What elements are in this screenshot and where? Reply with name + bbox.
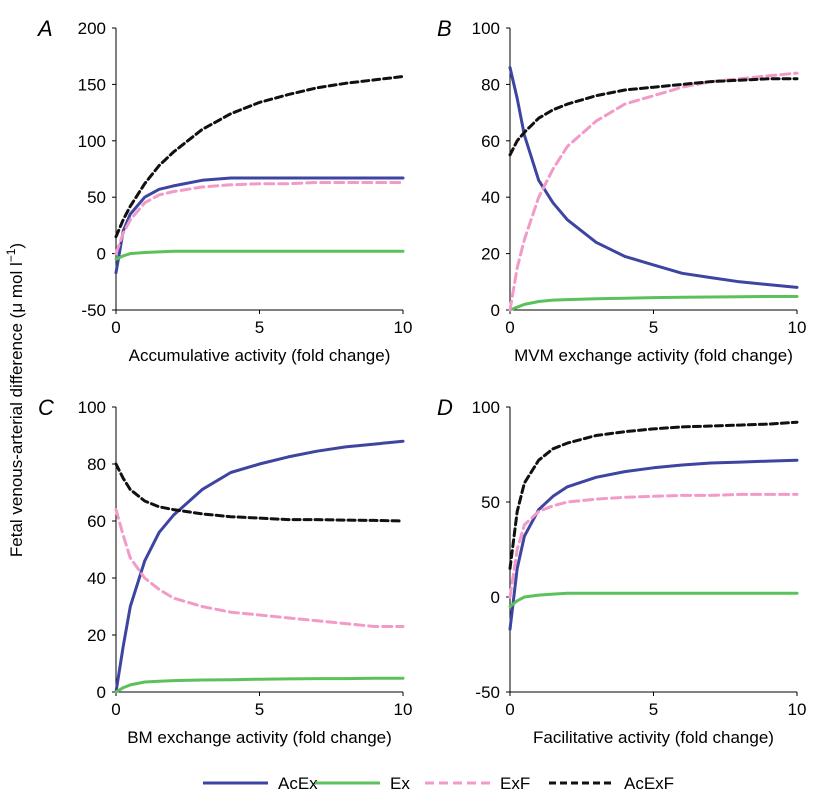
x-tick-label: 0 (505, 318, 514, 337)
legend-item-acexf: AcExF (549, 774, 674, 793)
y-tick-label: 0 (97, 245, 106, 264)
x-tick-label: 0 (111, 318, 120, 337)
x-tick-label: 0 (111, 700, 120, 719)
x-tick-label: 5 (255, 318, 264, 337)
x-axis-label: Accumulative activity (fold change) (129, 346, 391, 365)
series-line-ex (114, 676, 405, 694)
legend-label: AcExF (624, 774, 674, 793)
x-axis-label: MVM exchange activity (fold change) (514, 346, 793, 365)
y-axis-label: Fetal venous-arterial difference (μ mol … (4, 243, 26, 557)
y-tick-label: 80 (87, 455, 106, 474)
series-line-acex (114, 439, 405, 694)
series-line-exf (508, 492, 799, 599)
legend-item-ex: Ex (315, 774, 410, 793)
y-tick-label: 40 (481, 188, 500, 207)
x-tick-label: 10 (394, 318, 413, 337)
y-tick-label: 20 (481, 245, 500, 264)
x-tick-label: 0 (505, 700, 514, 719)
x-tick-label: 10 (788, 318, 807, 337)
y-tick-label: -50 (475, 683, 500, 702)
series-line-ex (508, 295, 799, 312)
y-axis-label-superscript: −1 (4, 248, 18, 262)
series-line-acex (508, 66, 799, 289)
y-tick-label: 20 (87, 626, 106, 645)
legend-label: ExF (500, 774, 530, 793)
legend: AcEx Ex ExF AcExF (203, 774, 674, 793)
series-line-acexf (114, 75, 405, 239)
panel-d: D -50 0 50 100 0 5 10 Facilitative activity (fol… (437, 395, 806, 747)
legend-label: Ex (390, 774, 410, 793)
y-tick-label: 100 (78, 132, 106, 151)
y-tick-label: 100 (472, 398, 500, 417)
panel-letter: C (38, 395, 54, 420)
y-tick-label: 50 (481, 493, 500, 512)
x-axis-label: BM exchange activity (fold change) (127, 728, 392, 747)
series-line-acexf (508, 420, 799, 570)
y-tick-label: 0 (491, 588, 500, 607)
panel-letter: B (437, 16, 452, 41)
series-line-acex (508, 458, 799, 631)
panel-b: B 0 20 40 60 80 100 0 5 10 MVM exchange activity (… (437, 16, 806, 365)
x-tick-label: 10 (788, 700, 807, 719)
y-tick-label: 150 (78, 75, 106, 94)
panel-letter: A (36, 16, 53, 41)
y-tick-label: -50 (81, 301, 106, 320)
panel-letter: D (437, 395, 453, 420)
y-tick-label: 40 (87, 569, 106, 588)
x-tick-label: 5 (649, 700, 658, 719)
series-line-acexf (508, 77, 799, 157)
series-line-exf (114, 181, 405, 256)
legend-item-acex: AcEx (203, 774, 318, 793)
y-tick-label: 0 (491, 301, 500, 320)
series-line-ex (508, 591, 799, 608)
x-tick-label: 5 (255, 700, 264, 719)
y-tick-label: 80 (481, 75, 500, 94)
y-tick-label: 0 (97, 683, 106, 702)
series-line-acex (114, 176, 405, 275)
y-axis-label-close: ) (7, 243, 26, 249)
series-line-exf (114, 508, 405, 628)
y-tick-label: 60 (481, 132, 500, 151)
series-line-acexf (114, 462, 405, 523)
legend-label: AcEx (278, 774, 318, 793)
y-tick-label: 100 (472, 19, 500, 38)
x-axis-label: Facilitative activity (fold change) (533, 728, 774, 747)
y-tick-label: 100 (78, 398, 106, 417)
y-tick-label: 60 (87, 512, 106, 531)
y-tick-label: 50 (87, 188, 106, 207)
x-tick-label: 10 (394, 700, 413, 719)
legend-item-exf: ExF (425, 774, 530, 793)
series-line-exf (508, 71, 799, 312)
series-line-ex (114, 249, 405, 261)
x-tick-label: 5 (649, 318, 658, 337)
y-tick-label: 200 (78, 19, 106, 38)
y-axis-label-main: Fetal venous-arterial difference (μ mol … (7, 262, 26, 557)
